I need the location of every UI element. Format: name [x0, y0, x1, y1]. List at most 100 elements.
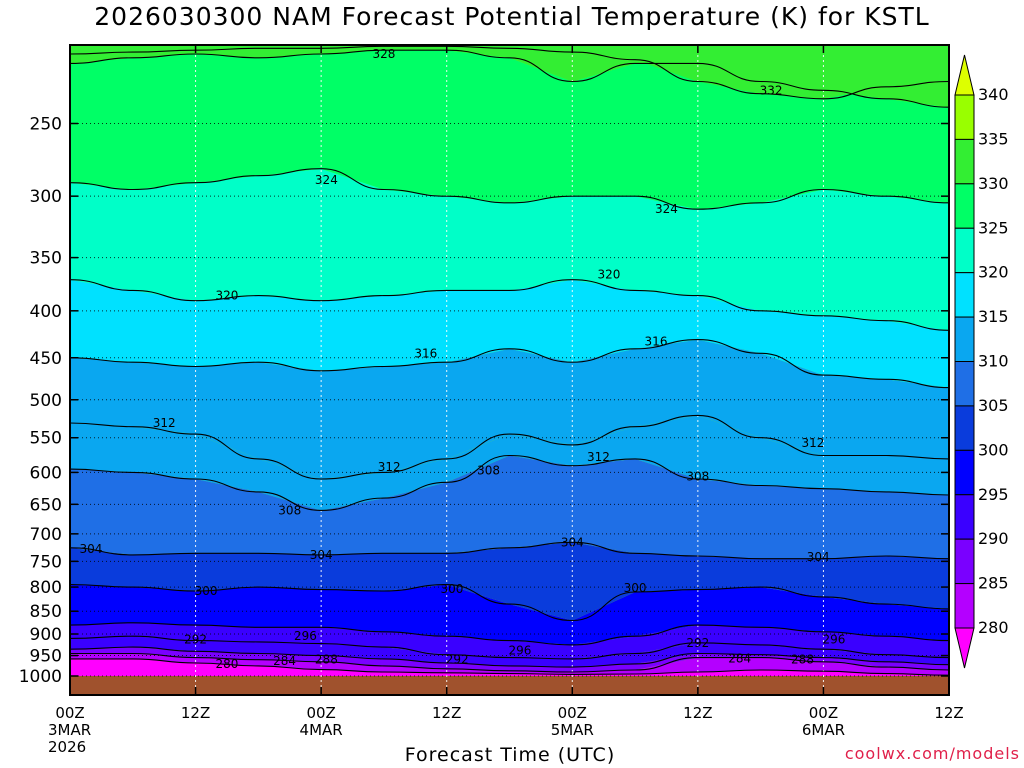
colorbar-label: 320 — [978, 263, 1009, 282]
contour-label: 304 — [807, 550, 830, 564]
colorbar-bin — [954, 583, 975, 629]
contour-label: 324 — [315, 173, 338, 187]
colorbar: 280 285 290 295 300 305 310 315 320 325 330 335 340 — [954, 54, 1009, 669]
isentrope-332 — [70, 45, 949, 100]
colorbar-label: 285 — [978, 574, 1009, 593]
x-tick-label: 5MAR — [551, 721, 594, 739]
theta-band — [70, 46, 949, 108]
x-tick-label: 00Z — [55, 704, 84, 722]
colorbar-label: 310 — [978, 352, 1009, 371]
y-tick-label: 850 — [30, 602, 62, 622]
x-tick-label: 6MAR — [802, 721, 845, 739]
colorbar-bin — [954, 361, 975, 407]
contour-label: 300 — [195, 584, 218, 598]
theta-band — [70, 455, 949, 559]
isentrope-288 — [70, 646, 949, 668]
y-tick-label: 450 — [30, 349, 62, 369]
colorbar-label: 305 — [978, 396, 1009, 415]
contour-label: 332 — [760, 83, 783, 97]
isentrope-304 — [70, 541, 949, 560]
colorbar-bin — [954, 54, 975, 96]
x-tick-label: 00Z — [809, 704, 838, 722]
contour-label-layer: 328 332 324 324 320 320 316 316 312 312 312 312 308 3… — [79, 47, 845, 671]
contour-label: 300 — [624, 581, 647, 595]
isentrope-328 — [70, 49, 949, 108]
theta-band — [70, 168, 949, 331]
isentrope-292 — [70, 635, 949, 660]
contour-label: 308 — [686, 469, 709, 483]
colorbar-label: 295 — [978, 485, 1009, 504]
x-tick-label: 2026 — [48, 738, 86, 756]
isentrope-300 — [70, 584, 949, 622]
contour-label: 304 — [561, 535, 584, 549]
isentrope-324 — [70, 168, 949, 210]
colorbar-label: 300 — [978, 440, 1009, 459]
contour-label: 296 — [509, 643, 532, 657]
colorbar-bin — [954, 183, 975, 229]
theta-fill-layer — [70, 45, 949, 695]
isentrope-284 — [70, 652, 949, 673]
plot-frame — [69, 44, 950, 696]
colorbar-bin — [954, 405, 975, 451]
colorbar-label: 340 — [978, 85, 1009, 104]
theta-band — [70, 50, 949, 210]
theta-band — [70, 584, 949, 645]
contour-label: 328 — [372, 47, 395, 61]
isentrope-280 — [70, 658, 949, 676]
contour-label: 320 — [216, 289, 239, 303]
y-tick-label: 800 — [30, 578, 62, 598]
contour-label: 324 — [655, 202, 678, 216]
contour-label: 316 — [414, 346, 437, 360]
colorbar-label: 335 — [978, 129, 1009, 148]
y-tick-label: 700 — [30, 525, 62, 545]
colorbar-bin — [954, 227, 975, 274]
colorbar-bin — [954, 138, 975, 185]
contour-label: 284 — [728, 651, 751, 665]
y-tick-label: 650 — [30, 495, 62, 515]
colorbar-bin — [954, 316, 975, 363]
contour-label: 296 — [822, 633, 845, 647]
theta-band — [70, 45, 949, 99]
contour-label: 316 — [645, 334, 668, 348]
contour-label: 284 — [273, 654, 296, 668]
x-axis-label: Forecast Time (UTC) — [404, 744, 616, 766]
colorbar-bin — [954, 94, 975, 140]
y-tick-label: 350 — [30, 249, 62, 269]
contour-label: 312 — [153, 416, 176, 430]
contour-label: 296 — [294, 629, 317, 643]
theta-band — [70, 279, 949, 388]
y-tick-label: 750 — [30, 552, 62, 572]
y-tick-label: 550 — [30, 429, 62, 449]
contour-label: 288 — [791, 653, 814, 667]
x-tick-label: 00Z — [306, 704, 335, 722]
isentrope-320 — [70, 279, 949, 331]
x-tick-label: 00Z — [558, 704, 587, 722]
colorbar-bin — [954, 627, 975, 669]
contour-label: 292 — [686, 636, 709, 650]
y-axis: 250 300 350 400 450 500 550 600 650 700 750 800 850 9… — [19, 115, 949, 687]
colorbar-label: 280 — [978, 618, 1009, 637]
colorbar-bin — [954, 449, 975, 496]
y-tick-label: 250 — [30, 115, 62, 135]
colorbar-label: 325 — [978, 218, 1009, 237]
isentrope-312 — [70, 414, 949, 480]
colorbar-label: 330 — [978, 174, 1009, 193]
contour-label: 312 — [587, 450, 610, 464]
contour-label: 304 — [310, 548, 333, 562]
contour-label: 304 — [79, 542, 102, 556]
y-tick-label: 500 — [30, 391, 62, 411]
contour-label: 308 — [477, 463, 500, 477]
x-tick-label: 12Z — [181, 704, 210, 722]
contour-label: 288 — [315, 653, 338, 667]
theta-band — [70, 339, 949, 479]
contour-label: 308 — [278, 503, 301, 517]
y-tick-label: 950 — [30, 647, 62, 667]
y-tick-label: 400 — [30, 302, 62, 322]
isentrope-308 — [70, 454, 949, 511]
x-tick-label: 4MAR — [300, 721, 343, 739]
colorbar-label: 315 — [978, 307, 1009, 326]
colorbar-bin — [954, 494, 975, 540]
contour-label: 312 — [802, 436, 825, 450]
